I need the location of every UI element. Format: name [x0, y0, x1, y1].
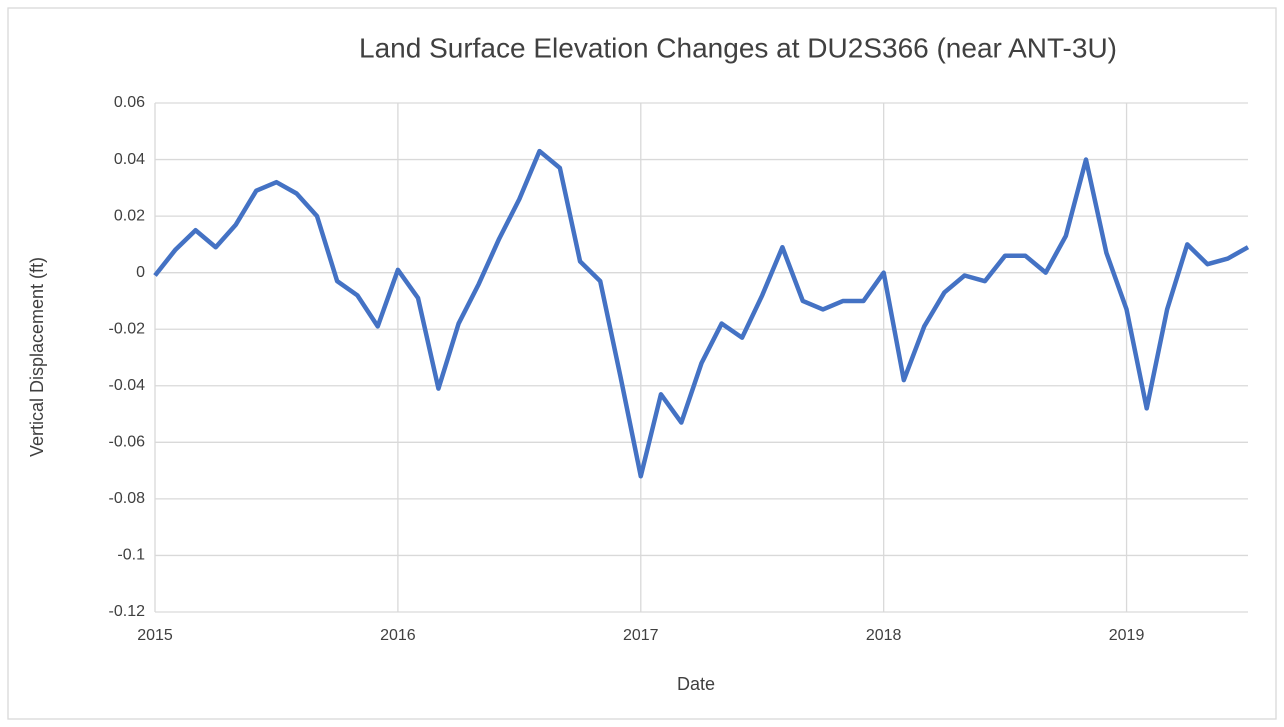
data-line	[153, 148, 1250, 479]
x-tick-label: 2017	[623, 627, 659, 644]
y-tick-label: -0.08	[109, 490, 146, 507]
y-tick-label: -0.06	[109, 434, 146, 451]
chart-title: Land Surface Elevation Changes at DU2S36…	[359, 32, 1117, 63]
y-tick-label: 0.06	[114, 94, 145, 111]
y-tick-label: 0	[136, 264, 145, 281]
y-tick-label: -0.12	[109, 603, 146, 620]
x-axis-label: Date	[677, 674, 715, 694]
x-tick-label: 2016	[380, 627, 416, 644]
x-tick-label: 2019	[1109, 627, 1145, 644]
y-tick-label: 0.04	[114, 151, 145, 168]
y-tick-label: -0.02	[109, 320, 146, 337]
y-tick-label: 0.02	[114, 207, 145, 224]
y-tick-label: -0.1	[117, 547, 145, 564]
x-tick-label: 2015	[137, 627, 173, 644]
x-tick-label: 2018	[866, 627, 902, 644]
y-axis-label: Vertical Displacement (ft)	[27, 257, 47, 457]
chart-border	[7, 7, 1277, 720]
y-tick-label: -0.04	[109, 377, 146, 394]
